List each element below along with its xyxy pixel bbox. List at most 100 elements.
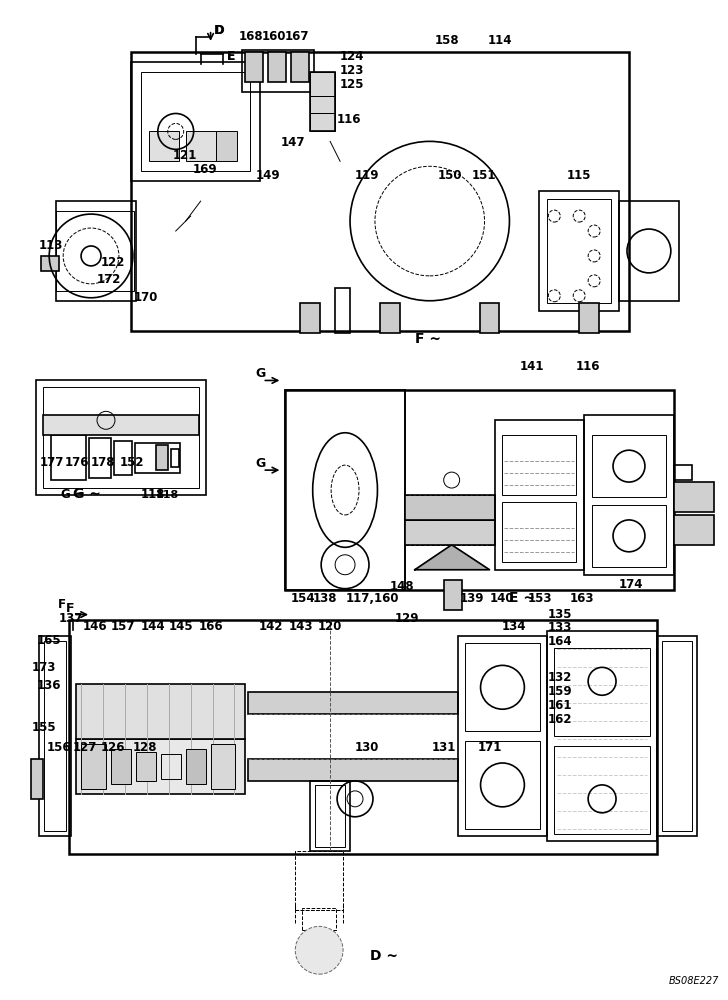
Bar: [547, 199, 611, 303]
Text: 158: 158: [435, 34, 459, 47]
Text: 169: 169: [193, 163, 217, 176]
Text: 120: 120: [318, 620, 343, 633]
Bar: [43, 415, 199, 435]
Bar: [300, 303, 320, 333]
Text: 165: 165: [36, 634, 61, 647]
Text: 172: 172: [97, 273, 122, 286]
Bar: [36, 380, 205, 495]
Bar: [76, 739, 245, 794]
Text: 152: 152: [120, 456, 144, 469]
Text: E ~: E ~: [510, 591, 535, 605]
Bar: [592, 505, 666, 567]
Text: 137: 137: [59, 612, 84, 625]
Text: 148: 148: [390, 580, 414, 593]
Text: BS08E227: BS08E227: [668, 976, 719, 986]
Text: 170: 170: [134, 291, 158, 304]
Text: 155: 155: [31, 721, 56, 734]
Text: 168: 168: [239, 30, 263, 43]
Text: 143: 143: [288, 620, 313, 633]
Bar: [405, 520, 494, 545]
Bar: [210, 744, 235, 789]
Text: 140: 140: [489, 592, 514, 605]
Text: 114: 114: [488, 34, 512, 47]
Bar: [302, 908, 336, 930]
Bar: [310, 72, 335, 131]
Text: 176: 176: [65, 456, 90, 469]
Bar: [592, 435, 666, 497]
Bar: [405, 495, 494, 520]
Text: E: E: [226, 50, 234, 63]
Bar: [310, 96, 335, 113]
Text: 118: 118: [156, 490, 179, 500]
Bar: [171, 449, 178, 467]
Bar: [296, 851, 343, 910]
Text: 132: 132: [547, 671, 571, 684]
Text: G: G: [256, 367, 266, 380]
Bar: [380, 303, 400, 333]
Text: 129: 129: [395, 612, 419, 625]
Bar: [464, 643, 540, 731]
Text: 160: 160: [261, 30, 286, 43]
Text: 133: 133: [547, 621, 571, 634]
Bar: [131, 62, 261, 181]
Bar: [39, 636, 71, 836]
Text: 116: 116: [337, 113, 362, 126]
Text: 153: 153: [527, 592, 552, 605]
Text: 139: 139: [459, 592, 484, 605]
Text: G ~: G ~: [73, 487, 101, 501]
Bar: [464, 741, 540, 829]
Text: 162: 162: [547, 713, 571, 726]
Text: D ~: D ~: [370, 949, 398, 963]
Bar: [285, 390, 405, 590]
Text: 163: 163: [569, 592, 594, 605]
Bar: [291, 52, 309, 82]
Text: 125: 125: [340, 78, 365, 91]
Text: D: D: [213, 24, 223, 37]
Bar: [156, 445, 167, 470]
Bar: [248, 692, 458, 714]
Bar: [51, 435, 86, 480]
Text: 161: 161: [547, 699, 571, 712]
Bar: [43, 387, 199, 488]
Text: 131: 131: [432, 741, 456, 754]
Text: 171: 171: [478, 741, 502, 754]
Bar: [662, 641, 692, 831]
Bar: [76, 684, 245, 739]
Text: 159: 159: [547, 685, 572, 698]
Bar: [310, 72, 335, 96]
Bar: [186, 131, 215, 161]
Bar: [674, 515, 713, 545]
Bar: [554, 648, 650, 736]
Bar: [502, 435, 576, 495]
Text: 121: 121: [173, 149, 197, 162]
Bar: [502, 502, 576, 562]
Bar: [248, 759, 458, 781]
Bar: [315, 785, 345, 847]
Text: 174: 174: [619, 578, 644, 591]
Bar: [619, 201, 678, 301]
Text: 141: 141: [519, 360, 544, 373]
Bar: [81, 744, 106, 789]
Text: 116: 116: [575, 360, 600, 373]
Bar: [657, 636, 697, 836]
Bar: [480, 303, 499, 333]
Text: 149: 149: [256, 169, 280, 182]
Bar: [56, 201, 136, 301]
Text: 156: 156: [46, 741, 71, 754]
Bar: [89, 438, 111, 478]
Bar: [269, 52, 286, 82]
Text: 173: 173: [31, 661, 55, 674]
Bar: [242, 50, 314, 92]
Bar: [579, 303, 599, 333]
Text: 167: 167: [285, 30, 309, 43]
Text: 145: 145: [169, 620, 194, 633]
Text: 127: 127: [73, 741, 98, 754]
Bar: [539, 191, 619, 311]
Text: D: D: [215, 24, 224, 37]
Text: 134: 134: [502, 620, 526, 633]
Bar: [245, 52, 264, 82]
Bar: [674, 465, 692, 480]
Bar: [215, 131, 237, 161]
Text: 130: 130: [355, 741, 379, 754]
Text: 146: 146: [83, 620, 108, 633]
